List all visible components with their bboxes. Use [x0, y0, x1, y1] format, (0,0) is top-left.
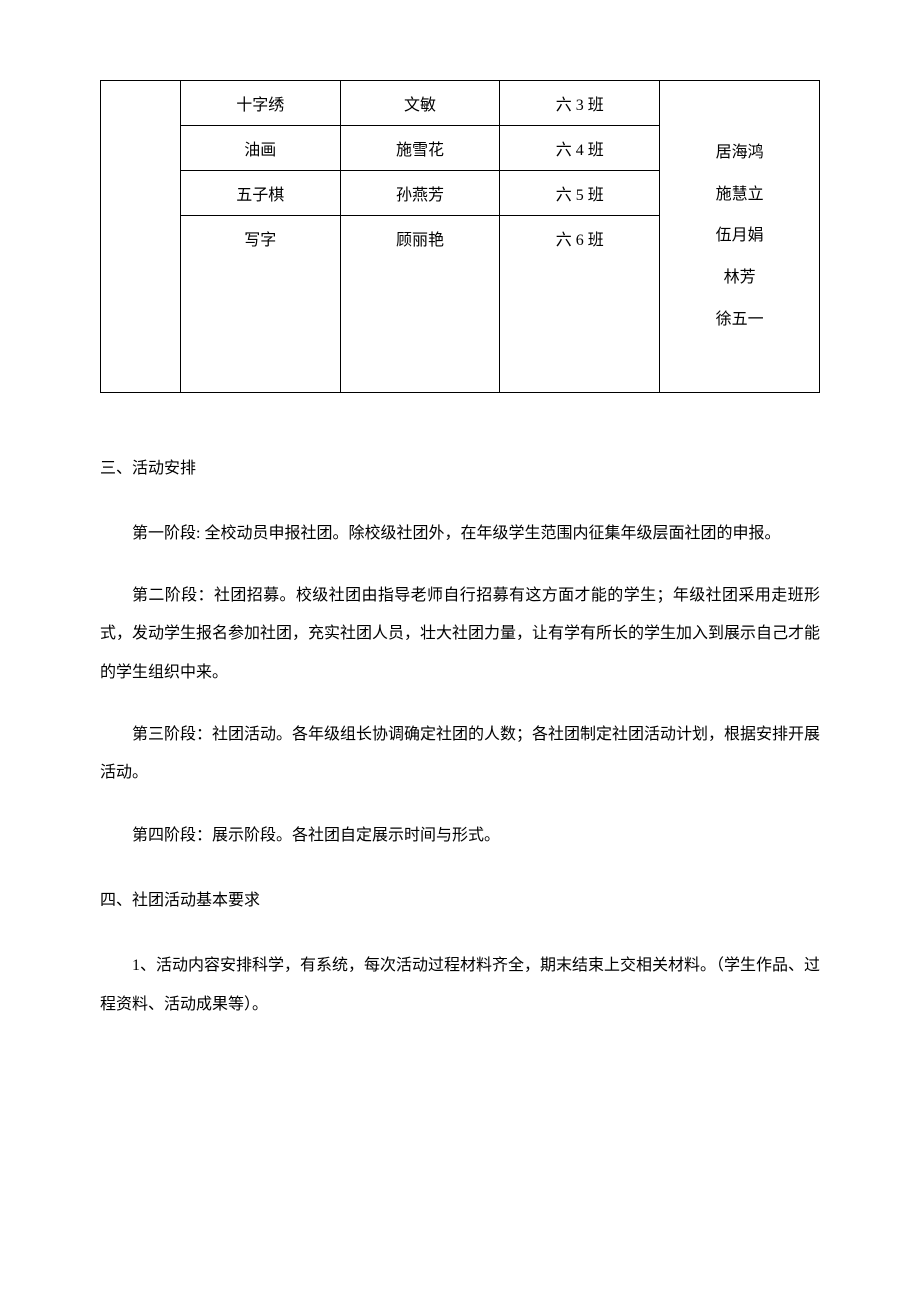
- table-row: 十字绣 文敏 六 3 班 居海鸿 施慧立 伍月娟 林芳 徐五一: [101, 81, 820, 126]
- empty-cell: [500, 348, 660, 392]
- table-cell: 六 4 班: [500, 126, 660, 171]
- table-cell: 顾丽艳: [340, 216, 500, 261]
- table-cell: 文敏: [340, 81, 500, 126]
- table-cell: 油画: [180, 126, 340, 171]
- table-cell: 六 3 班: [500, 81, 660, 126]
- table-cell: 六 5 班: [500, 171, 660, 216]
- table-cell: 五子棋: [180, 171, 340, 216]
- names-cell: 居海鸿 施慧立 伍月娟 林芳 徐五一: [660, 81, 820, 393]
- name-item: 林芳: [668, 257, 811, 299]
- paragraph: 第一阶段: 全校动员申报社团。除校级社团外，在年级学生范围内征集年级层面社团的申…: [100, 515, 820, 553]
- name-item: 徐五一: [668, 299, 811, 341]
- table-cell: 写字: [180, 216, 340, 261]
- table-cell: 施雪花: [340, 126, 500, 171]
- table-cell: 六 6 班: [500, 216, 660, 261]
- name-item: 伍月娟: [668, 215, 811, 257]
- empty-cell: [180, 260, 340, 304]
- paragraph: 第二阶段：社团招募。校级社团由指导老师自行招募有这方面才能的学生；年级社团采用走…: [100, 577, 820, 692]
- empty-cell: [500, 304, 660, 348]
- table-cell: 孙燕芳: [340, 171, 500, 216]
- empty-cell: [340, 348, 500, 392]
- name-item: 施慧立: [668, 174, 811, 216]
- empty-cell: [101, 81, 181, 393]
- table-cell: 十字绣: [180, 81, 340, 126]
- section-heading: 四、社团活动基本要求: [100, 885, 820, 917]
- paragraph: 第四阶段：展示阶段。各社团自定展示时间与形式。: [100, 817, 820, 855]
- empty-cell: [500, 260, 660, 304]
- section-heading: 三、活动安排: [100, 453, 820, 485]
- empty-cell: [340, 260, 500, 304]
- empty-cell: [180, 348, 340, 392]
- empty-cell: [340, 304, 500, 348]
- empty-cell: [180, 304, 340, 348]
- name-item: 居海鸿: [668, 132, 811, 174]
- paragraph: 1、活动内容安排科学，有系统，每次活动过程材料齐全，期末结束上交相关材料。（学生…: [100, 947, 820, 1024]
- paragraph: 第三阶段：社团活动。各年级组长协调确定社团的人数；各社团制定社团活动计划，根据安…: [100, 716, 820, 793]
- schedule-table: 十字绣 文敏 六 3 班 居海鸿 施慧立 伍月娟 林芳 徐五一 油画 施雪花 六…: [100, 80, 820, 393]
